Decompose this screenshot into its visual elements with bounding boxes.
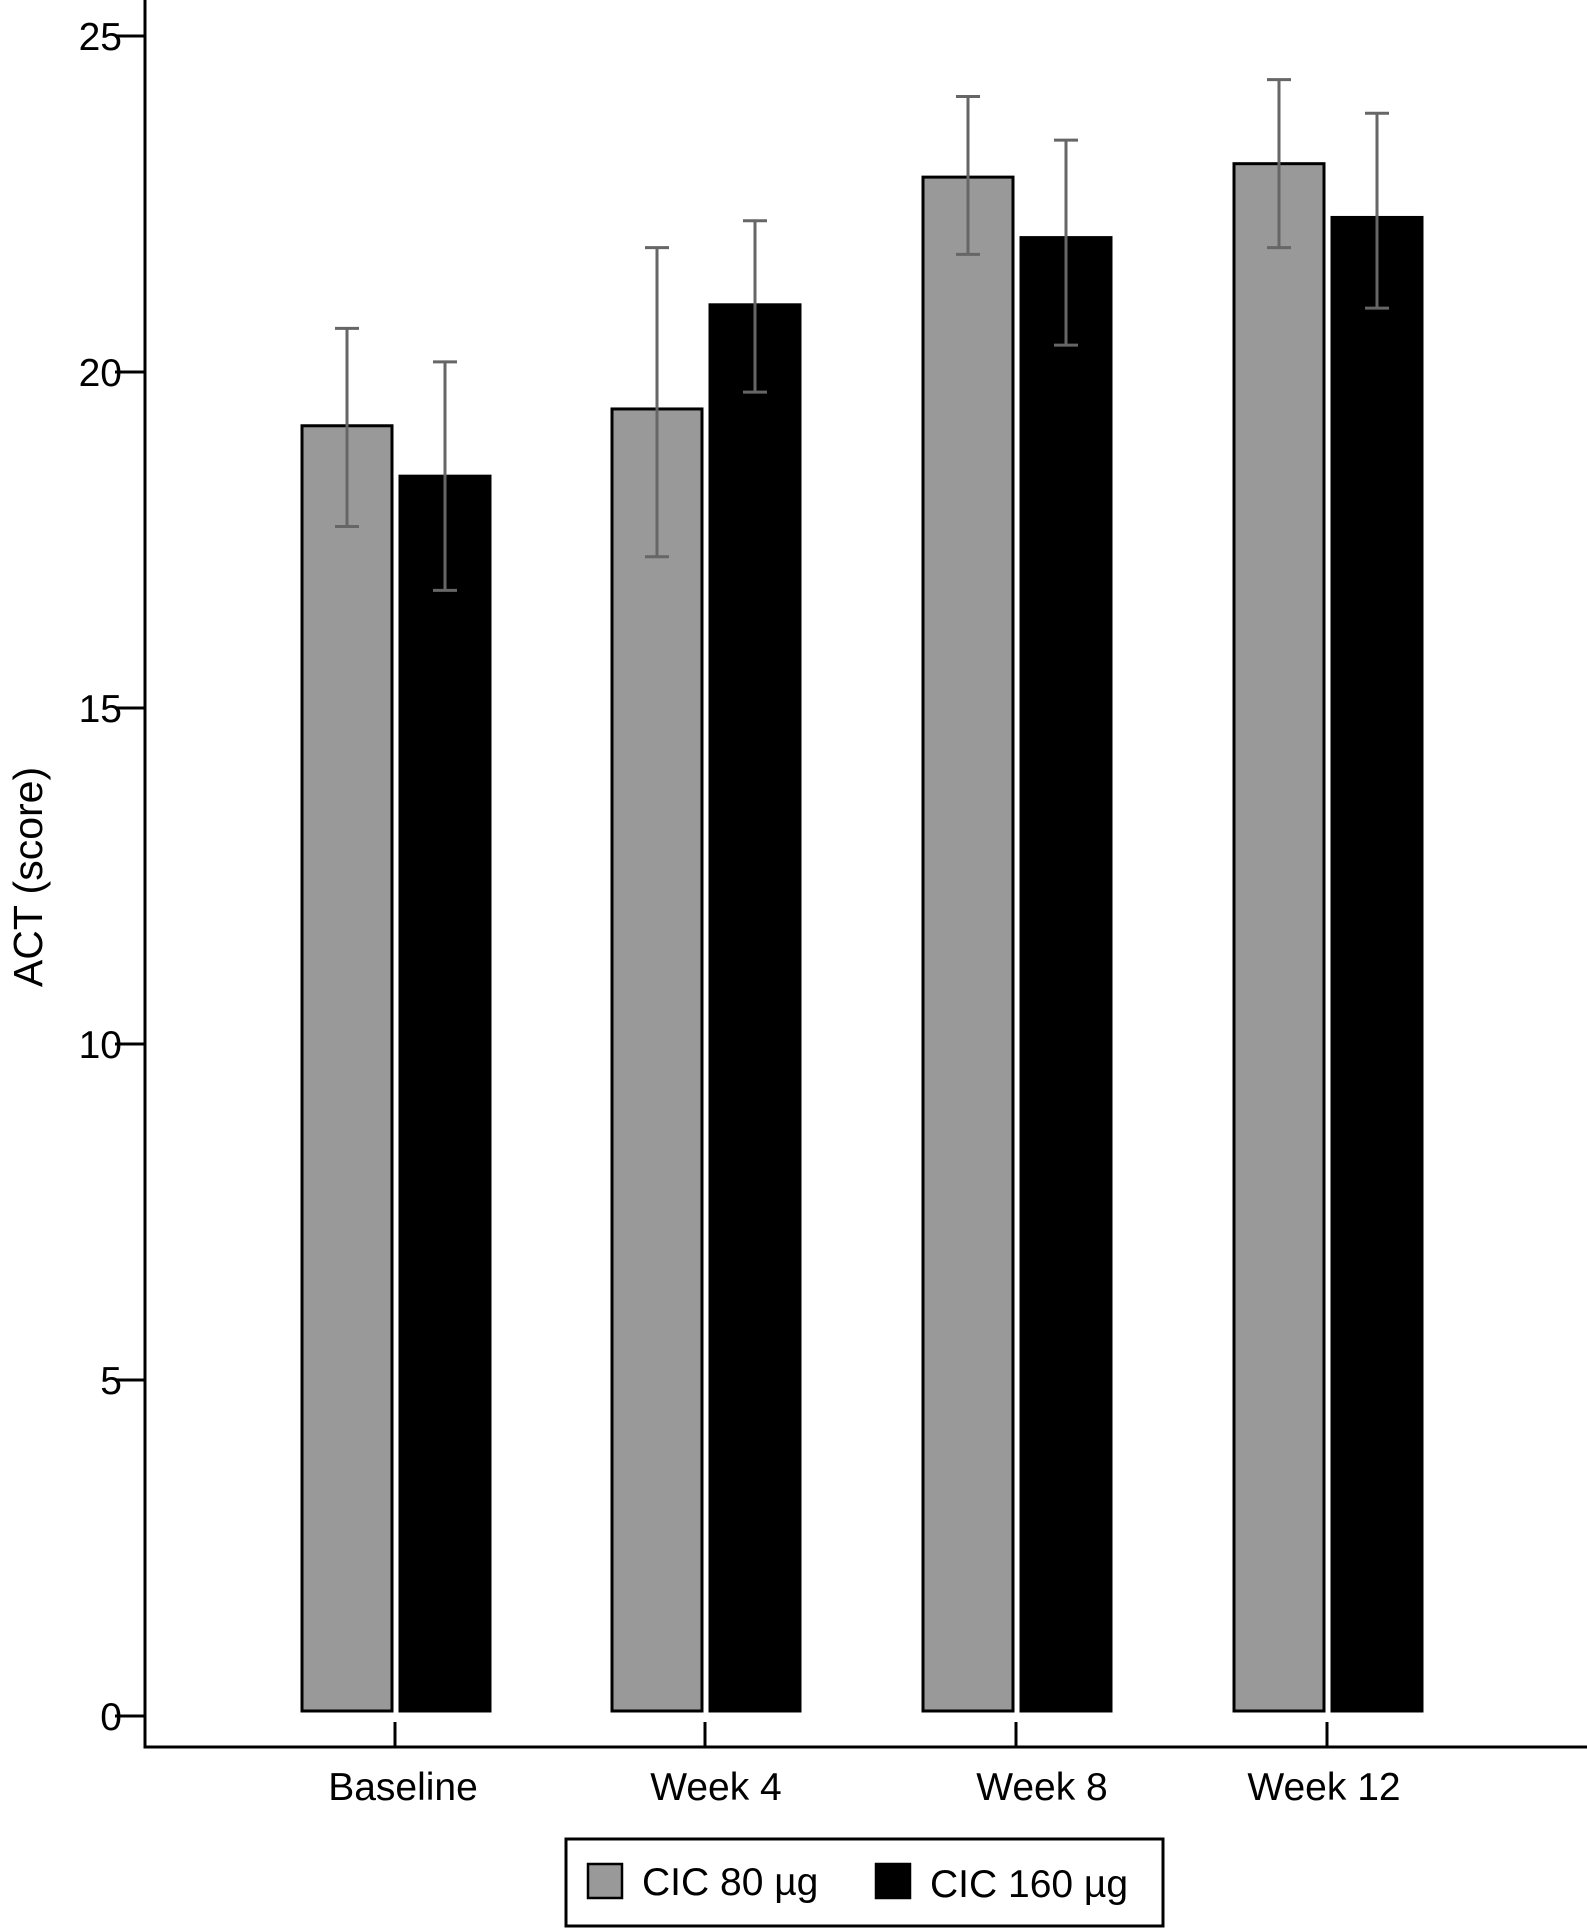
y-tick-label: 10 bbox=[79, 1024, 122, 1067]
legend-swatch-cic-160 bbox=[874, 1862, 912, 1900]
bar bbox=[708, 303, 802, 1713]
legend-swatch-cic-80 bbox=[586, 1862, 624, 1900]
bar bbox=[1330, 215, 1424, 1713]
bar bbox=[300, 424, 394, 1713]
y-tick-label: 5 bbox=[100, 1360, 122, 1403]
legend-label-cic-160: CIC 160 µg bbox=[930, 1863, 1128, 1906]
x-tick-label: Baseline bbox=[328, 1766, 478, 1809]
legend: CIC 80 µg CIC 160 µg bbox=[564, 1837, 1165, 1928]
bars bbox=[300, 162, 1424, 1713]
legend-label-cic-80: CIC 80 µg bbox=[642, 1861, 818, 1904]
bar bbox=[1232, 162, 1326, 1713]
x-ticks: Baseline Week 4 Week 8 Week 12 bbox=[328, 1722, 1401, 1809]
bar bbox=[921, 175, 1015, 1713]
x-tick-label: Week 4 bbox=[650, 1766, 782, 1809]
y-tick-label: 15 bbox=[79, 688, 122, 731]
y-ticks: 0 5 10 15 20 25 bbox=[79, 16, 145, 1739]
x-tick-label: Week 12 bbox=[1247, 1766, 1400, 1809]
legend-box bbox=[564, 1837, 1165, 1928]
bar bbox=[610, 407, 704, 1713]
y-tick-label: 25 bbox=[79, 16, 122, 59]
error-bars bbox=[335, 78, 1389, 592]
y-axis-title: ACT (score) bbox=[5, 767, 51, 987]
bar bbox=[398, 474, 492, 1713]
x-tick-label: Week 8 bbox=[976, 1766, 1108, 1809]
y-tick-label: 20 bbox=[79, 352, 122, 395]
bar bbox=[1019, 236, 1113, 1713]
y-tick-label: 0 bbox=[100, 1696, 122, 1739]
